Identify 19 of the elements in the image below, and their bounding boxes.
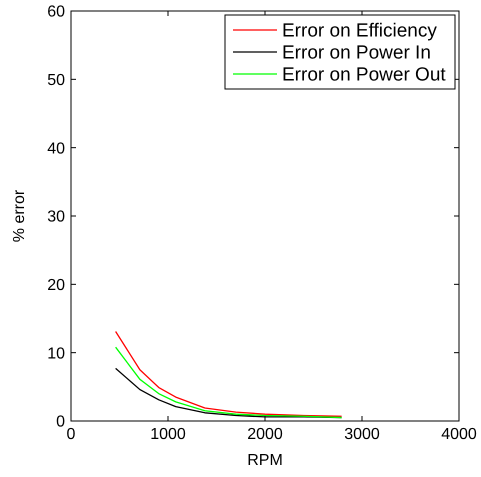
legend-label: Error on Power In [282,42,431,64]
y-tick-label: 60 [47,4,66,21]
y-tick-label: 10 [47,345,66,362]
y-axis-title: % error [11,189,28,242]
x-tick-label: 4000 [441,426,477,443]
y-tick-label: 40 [47,140,66,158]
y-tick-label: 30 [47,208,66,226]
y-tick-label: 50 [47,72,66,89]
y-tick-label: 20 [47,276,66,294]
legend-label: Error on Power Out [282,64,446,86]
line-series [114,330,342,417]
x-tick-label: 0 [66,426,76,443]
x-tick-label: 3000 [344,426,380,443]
x-axis-title: RPM [247,452,283,469]
x-tick-label: 1000 [150,426,186,443]
x-tick-label: 2000 [247,426,283,443]
legend-label: Error on Efficiency [282,20,438,42]
line-series [114,346,342,418]
y-tick-label: 0 [56,414,66,431]
